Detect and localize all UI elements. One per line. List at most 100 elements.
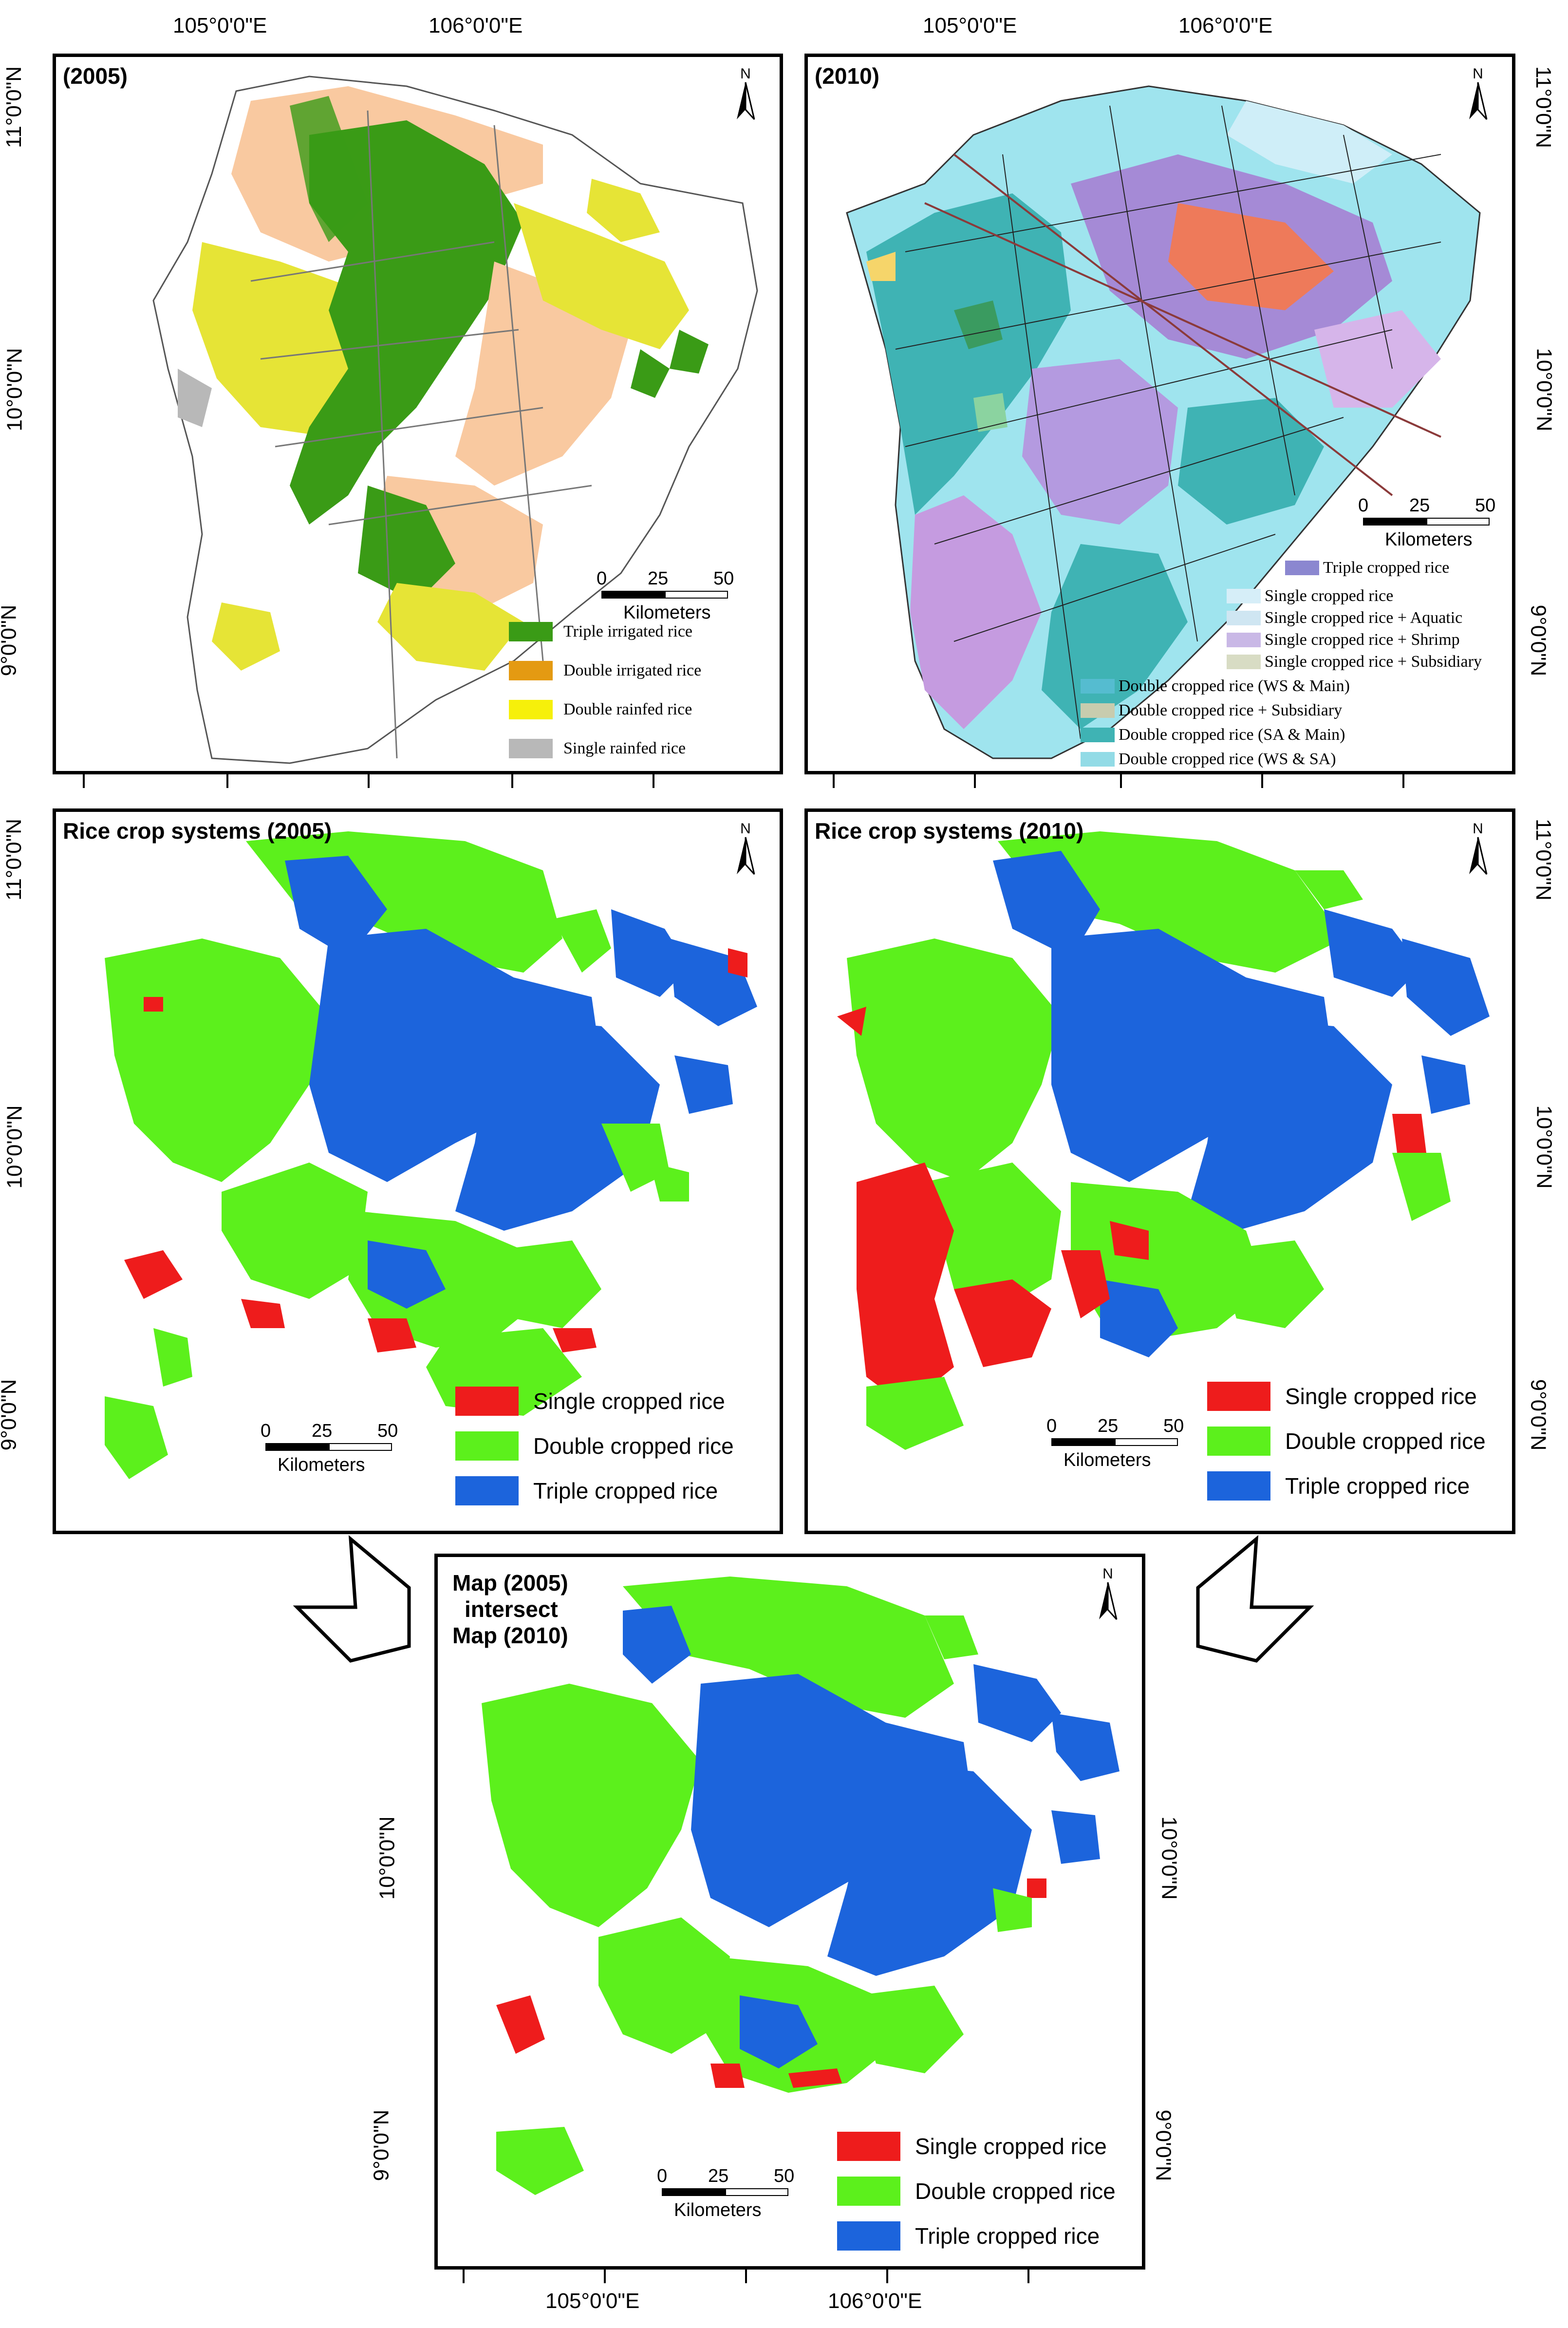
legend-label: Single cropped rice + Aquatic bbox=[1265, 609, 1463, 627]
lon-label-top-106-left: 106°0'0"E bbox=[429, 14, 523, 38]
legend-label: Single rainfed rice bbox=[563, 739, 686, 757]
lat-label-midright-9: 9°0'0"N bbox=[1526, 1379, 1550, 1451]
lat-label-botright-10: 10°0'0"N bbox=[1157, 1816, 1181, 1900]
legend-label: Double cropped rice bbox=[915, 2178, 1116, 2204]
lat-label-botright-9: 9°0'0"N bbox=[1151, 2109, 1176, 2181]
lon-label-bottom-105: 105°0'0"E bbox=[545, 2289, 640, 2313]
legend-item: Single cropped rice bbox=[1207, 1382, 1477, 1411]
scale-max: 50 bbox=[377, 1421, 398, 1441]
panel-title: Rice crop systems (2005) bbox=[63, 818, 332, 844]
svg-text:N: N bbox=[1473, 66, 1483, 82]
legend-item: Double irrigated rice bbox=[509, 661, 701, 680]
scale-bar: 0 25 50 Kilometers bbox=[261, 1421, 407, 1479]
north-arrow: N bbox=[731, 66, 760, 124]
legend-item: Triple cropped rice bbox=[455, 1476, 718, 1505]
scale-bar: 0 25 50 Kilometers bbox=[1046, 1416, 1193, 1474]
legend-item: Single cropped rice + Subsidiary bbox=[1227, 653, 1482, 671]
legend-item: Single cropped rice + Aquatic bbox=[1227, 609, 1462, 627]
lat-label-right-9: 9°0'0"N bbox=[1526, 604, 1550, 676]
lat-label-midleft-9: 9°0'0"N bbox=[0, 1379, 21, 1451]
legend-label: Triple cropped rice bbox=[533, 1478, 718, 1503]
panel-title-line1: Map (2005) bbox=[452, 1570, 568, 1596]
legend-swatch bbox=[1285, 561, 1319, 575]
legend-label: Double cropped rice bbox=[533, 1433, 734, 1459]
lat-label-midright-11: 11°0'0"N bbox=[1531, 818, 1556, 901]
arrow-right-icon bbox=[1196, 1535, 1314, 1663]
lat-label-right-11: 11°0'0"N bbox=[1531, 66, 1556, 149]
legend-swatch bbox=[1207, 1382, 1270, 1411]
legend-label: Single cropped rice bbox=[915, 2134, 1107, 2159]
legend-label: Double cropped rice (SA & Main) bbox=[1119, 726, 1345, 744]
legend-label: Triple cropped rice bbox=[1285, 1473, 1470, 1499]
scale-bar: 0 25 50 Kilometers bbox=[657, 2166, 803, 2224]
legend-swatch bbox=[1207, 1471, 1270, 1501]
scale-mid: 25 bbox=[312, 1421, 333, 1441]
north-arrow-icon: N bbox=[1469, 66, 1488, 120]
scale-zero: 0 bbox=[1358, 495, 1369, 516]
legend-label: Single cropped rice bbox=[1265, 587, 1394, 605]
legend-swatch bbox=[1081, 703, 1115, 718]
legend-swatch bbox=[1081, 752, 1115, 767]
legend-2005: Triple irrigated rice Double irrigated r… bbox=[509, 622, 762, 768]
scale-zero: 0 bbox=[597, 568, 607, 589]
legend-label: Single cropped rice bbox=[1285, 1384, 1477, 1409]
legend-item: Triple irrigated rice bbox=[509, 622, 692, 641]
scale-mid: 25 bbox=[1098, 1416, 1119, 1436]
legend-item: Single cropped rice bbox=[455, 1387, 725, 1416]
panel-title-line3: Map (2010) bbox=[452, 1623, 568, 1648]
panel-title: (2010) bbox=[815, 63, 879, 89]
map-panel-systems-2010: Rice crop systems (2010) N 0 25 50 bbox=[804, 808, 1515, 1534]
scale-bar: 0 25 50 Kilometers bbox=[597, 568, 743, 627]
legend-label: Double cropped rice + Subsidiary bbox=[1119, 701, 1343, 719]
lat-label-midleft-10: 10°0'0"N bbox=[2, 1105, 27, 1189]
legend-swatch bbox=[509, 700, 553, 719]
lat-label-botleft-10: 10°0'0"N bbox=[375, 1816, 399, 1900]
legend-label: Single cropped rice + Shrimp bbox=[1265, 631, 1460, 649]
scale-zero: 0 bbox=[1046, 1416, 1057, 1436]
north-arrow-icon: N bbox=[1099, 1566, 1118, 1620]
north-arrow: N bbox=[1093, 1566, 1122, 1624]
panel-title: Rice crop systems (2010) bbox=[815, 818, 1084, 844]
legend-systems-2005: Single cropped rice Double cropped rice … bbox=[455, 1387, 777, 1528]
map-panel-intersect: Map (2005) intersect Map (2010) N 0 25 5… bbox=[434, 1554, 1145, 2270]
scale-zero: 0 bbox=[261, 1421, 271, 1441]
legend-item: Triple cropped rice bbox=[1285, 559, 1449, 577]
legend-label: Double cropped rice bbox=[1285, 1428, 1486, 1454]
north-arrow: N bbox=[731, 821, 760, 879]
map-systems-2010 bbox=[837, 831, 1490, 1450]
legend-item: Triple cropped rice bbox=[837, 2221, 1100, 2251]
map-intersect bbox=[482, 1577, 1120, 2195]
legend-systems-2010: Single cropped rice Double cropped rice … bbox=[1207, 1382, 1512, 1523]
lon-label-top-105-right: 105°0'0"E bbox=[923, 14, 1017, 38]
legend-swatch bbox=[1227, 633, 1261, 647]
legend-swatch bbox=[455, 1431, 519, 1461]
scale-zero: 0 bbox=[657, 2166, 668, 2186]
lon-label-bottom-106: 106°0'0"E bbox=[828, 2289, 922, 2313]
legend-swatch bbox=[1081, 728, 1115, 742]
lat-label-botleft-9: 9°0'0"N bbox=[369, 2109, 393, 2181]
legend-item: Double cropped rice (WS & Main) bbox=[1081, 677, 1350, 695]
north-arrow: N bbox=[1463, 821, 1493, 879]
legend-item: Triple cropped rice bbox=[1207, 1471, 1470, 1501]
lat-label-left-11: 11°0'0"N bbox=[2, 66, 26, 149]
legend-item: Double cropped rice (SA & Main) bbox=[1081, 726, 1345, 744]
arrow-left-icon bbox=[293, 1535, 411, 1663]
legend-item: Single cropped rice bbox=[837, 2132, 1107, 2161]
legend-item: Double cropped rice bbox=[837, 2177, 1116, 2206]
map-panel-systems-2005: Rice crop systems (2005) N 0 bbox=[53, 808, 783, 1534]
legend-label: Triple irrigated rice bbox=[563, 622, 692, 640]
scale-mid: 25 bbox=[648, 568, 669, 589]
legend-item: Single cropped rice + Shrimp bbox=[1227, 631, 1460, 649]
panel-title: (2005) bbox=[63, 63, 128, 89]
scale-unit: Kilometers bbox=[674, 2200, 762, 2220]
scale-max: 50 bbox=[1475, 495, 1496, 516]
legend-item: Double cropped rice (WS & SA) bbox=[1081, 750, 1336, 769]
svg-text:N: N bbox=[740, 821, 751, 837]
scale-unit: Kilometers bbox=[1064, 1450, 1151, 1470]
lat-label-right-10: 10°0'0"N bbox=[1532, 348, 1556, 432]
legend-swatch bbox=[1227, 589, 1261, 603]
lat-label-midleft-11: 11°0'0"N bbox=[2, 818, 26, 901]
legend-swatch bbox=[509, 661, 553, 680]
lat-label-midright-10: 10°0'0"N bbox=[1532, 1105, 1556, 1189]
scale-max: 50 bbox=[774, 2166, 795, 2186]
